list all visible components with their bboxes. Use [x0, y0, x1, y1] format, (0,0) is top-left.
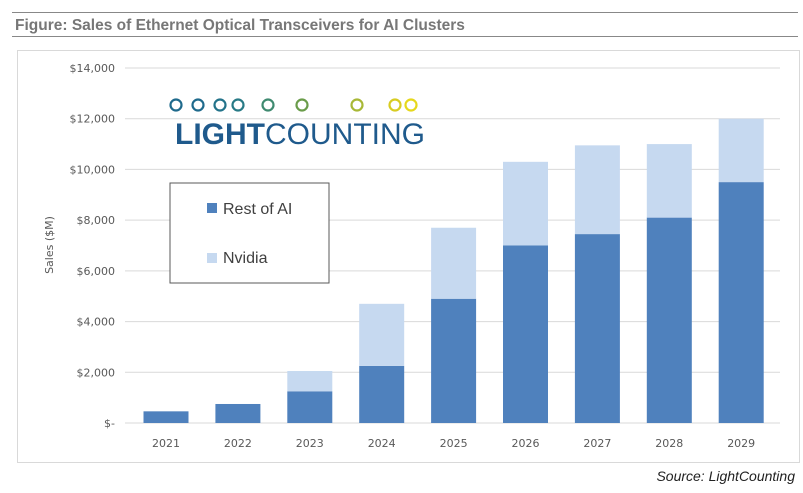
- bar-nvidia-2023: [287, 371, 333, 392]
- x-tick-label: 2021: [152, 437, 180, 450]
- bar-rest-of-ai-2024: [359, 365, 405, 423]
- x-tick-label: 2026: [512, 437, 540, 450]
- bar-nvidia-2026: [503, 161, 548, 246]
- bar-nvidia-2029: [718, 118, 764, 183]
- y-tick-label: $10,000: [70, 163, 116, 176]
- lightcounting-logo: LIGHTCOUNTING: [167, 98, 425, 151]
- legend-label-rest-of-ai: Rest of AI: [223, 201, 292, 218]
- x-tick-label: 2029: [727, 437, 755, 450]
- bar-nvidia-2024: [359, 303, 405, 366]
- x-tick-label: 2025: [440, 437, 468, 450]
- bar-nvidia-2028: [646, 144, 692, 218]
- y-tick-label: $8,000: [77, 214, 116, 227]
- y-axis-label: Sales ($M): [43, 216, 56, 274]
- y-tick-label: $-: [104, 417, 115, 430]
- y-tick-label: $12,000: [70, 113, 116, 126]
- bar-rest-of-ai-2029: [718, 182, 764, 423]
- chart-frame: [17, 50, 800, 463]
- legend-swatch-rest-of-ai: [207, 203, 217, 213]
- bar-rest-of-ai-2023: [287, 391, 333, 423]
- x-tick-label: 2023: [296, 437, 324, 450]
- bar-rest-of-ai-2022: [215, 403, 261, 423]
- bar-nvidia-2027: [574, 145, 620, 235]
- legend-swatch-nvidia: [207, 253, 217, 263]
- source-note: Source: LightCounting: [656, 468, 795, 484]
- bar-rest-of-ai-2026: [503, 245, 548, 423]
- chart-title: Figure: Sales of Ethernet Optical Transc…: [12, 12, 798, 37]
- logo-text-counting: COUNTING: [265, 118, 425, 151]
- bar-rest-of-ai-2025: [431, 298, 477, 423]
- logo-text-light: LIGHT: [175, 118, 265, 151]
- legend: Rest of AI Nvidia: [169, 182, 330, 284]
- x-tick-label: 2024: [368, 437, 396, 450]
- x-tick-label: 2027: [583, 437, 611, 450]
- bar-nvidia-2025: [431, 227, 477, 299]
- x-tick-label: 2028: [655, 437, 683, 450]
- svg-text:LIGHTCOUNTING: LIGHTCOUNTING: [175, 118, 425, 151]
- y-tick-label: $14,000: [70, 62, 116, 75]
- y-tick-label: $4,000: [77, 316, 116, 329]
- y-tick-label: $6,000: [77, 265, 116, 278]
- y-tick-label: $2,000: [77, 366, 116, 379]
- x-tick-label: 2022: [224, 437, 252, 450]
- bar-rest-of-ai-2021: [143, 411, 189, 423]
- bar-rest-of-ai-2028: [646, 217, 692, 423]
- legend-label-nvidia: Nvidia: [223, 250, 268, 267]
- bar-rest-of-ai-2027: [574, 234, 620, 423]
